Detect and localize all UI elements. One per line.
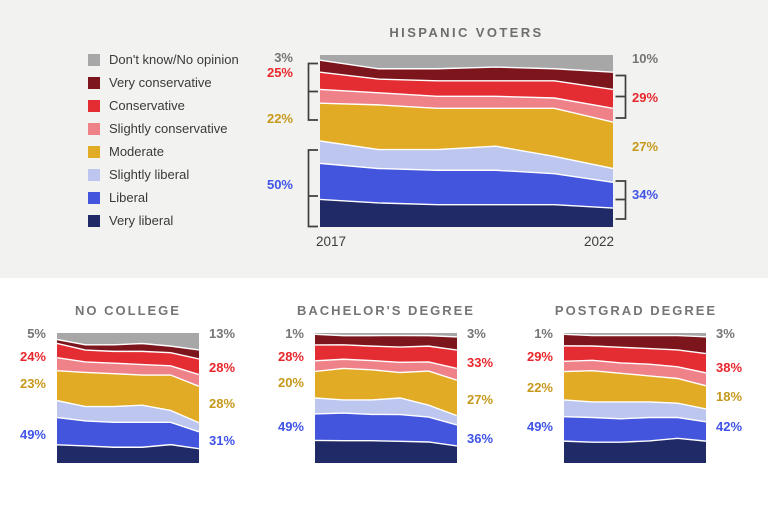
legend-label: Very conservative xyxy=(109,75,212,90)
hispanic-left-label-moderate: 22% xyxy=(266,111,293,126)
very-conservative-swatch-icon xyxy=(88,77,100,89)
dont-know-swatch-icon xyxy=(88,54,100,66)
moderate-swatch-icon xyxy=(88,146,100,158)
bachelors-left-label-liberal: 49% xyxy=(277,419,304,434)
no-college-stacked-area-chart xyxy=(57,333,199,463)
no-college-right-label-conservative: 28% xyxy=(209,360,236,375)
legend-label: Slightly conservative xyxy=(109,121,228,136)
legend-item-moderate: Moderate xyxy=(88,144,239,159)
legend-item-very-liberal: Very liberal xyxy=(88,213,239,228)
no-college-title: NO COLLEGE xyxy=(75,303,181,318)
bachelors-left-label-conservative: 28% xyxy=(277,349,304,364)
bachelors-stacked-area-chart xyxy=(315,333,457,463)
slightly-liberal-swatch-icon xyxy=(88,169,100,181)
hispanic-left-label-conservative: 25% xyxy=(266,65,293,80)
legend-item-dont-know: Don't know/No opinion xyxy=(88,52,239,67)
legend-label: Liberal xyxy=(109,190,149,205)
postgrad-left-label-dont-know: 1% xyxy=(534,326,553,341)
legend: Don't know/No opinion Very conservative … xyxy=(88,52,239,228)
postgrad-title: POSTGRAD DEGREE xyxy=(554,303,718,318)
bachelors-right-label-moderate: 27% xyxy=(467,392,494,407)
hispanic-right-label-liberal: 34% xyxy=(632,187,659,202)
main-chart-title: HISPANIC VOTERS xyxy=(389,25,544,40)
postgrad-right-label-moderate: 18% xyxy=(716,389,743,404)
no-college-left-label-moderate: 23% xyxy=(19,376,46,391)
legend-item-conservative: Conservative xyxy=(88,98,239,113)
no-college-right-label-dont-know: 13% xyxy=(209,326,236,341)
bachelors-left-label-moderate: 20% xyxy=(277,375,304,390)
bachelors-right-label-dont-know: 3% xyxy=(467,326,486,341)
x-axis-end-year: 2022 xyxy=(583,234,614,249)
no-college-right-label-moderate: 28% xyxy=(209,396,236,411)
legend-label: Moderate xyxy=(109,144,164,159)
no-college-left-label-conservative: 24% xyxy=(19,349,46,364)
no-college-left-label-dont-know: 5% xyxy=(27,326,46,341)
legend-item-slightly-liberal: Slightly liberal xyxy=(88,167,239,182)
x-axis-start-year: 2017 xyxy=(316,234,347,249)
hispanic-left-label-liberal: 50% xyxy=(266,177,293,192)
hispanic-right-label-dont-know: 10% xyxy=(632,51,659,66)
legend-label: Very liberal xyxy=(109,213,174,228)
legend-item-slightly-conservative: Slightly conservative xyxy=(88,121,239,136)
hispanic-right-label-conservative: 29% xyxy=(632,90,659,105)
postgrad-stacked-area-chart xyxy=(564,333,706,463)
postgrad-left-label-conservative: 29% xyxy=(526,349,553,364)
legend-label: Conservative xyxy=(109,98,185,113)
postgrad-left-label-liberal: 49% xyxy=(526,419,553,434)
bachelors-right-label-liberal: 36% xyxy=(467,431,494,446)
bachelors-left-label-dont-know: 1% xyxy=(285,326,304,341)
hispanic-right-label-moderate: 27% xyxy=(632,139,659,154)
postgrad-right-label-conservative: 38% xyxy=(716,360,743,375)
liberal-swatch-icon xyxy=(88,192,100,204)
no-college-right-label-liberal: 31% xyxy=(209,433,236,448)
postgrad-right-label-liberal: 42% xyxy=(716,419,743,434)
postgrad-left-label-moderate: 22% xyxy=(526,380,553,395)
bachelors-right-label-conservative: 33% xyxy=(467,355,494,370)
hispanic-left-label-dont-know: 3% xyxy=(274,50,293,65)
legend-item-liberal: Liberal xyxy=(88,190,239,205)
legend-label: Don't know/No opinion xyxy=(109,52,239,67)
postgrad-right-label-dont-know: 3% xyxy=(716,326,735,341)
conservative-swatch-icon xyxy=(88,100,100,112)
slightly-conservative-swatch-icon xyxy=(88,123,100,135)
no-college-left-label-liberal: 49% xyxy=(19,427,46,442)
very-liberal-swatch-icon xyxy=(88,215,100,227)
bachelors-title: BACHELOR'S DEGREE xyxy=(297,303,475,318)
legend-item-very-conservative: Very conservative xyxy=(88,75,239,90)
legend-label: Slightly liberal xyxy=(109,167,190,182)
hispanic-voters-stacked-area-chart xyxy=(320,55,613,227)
